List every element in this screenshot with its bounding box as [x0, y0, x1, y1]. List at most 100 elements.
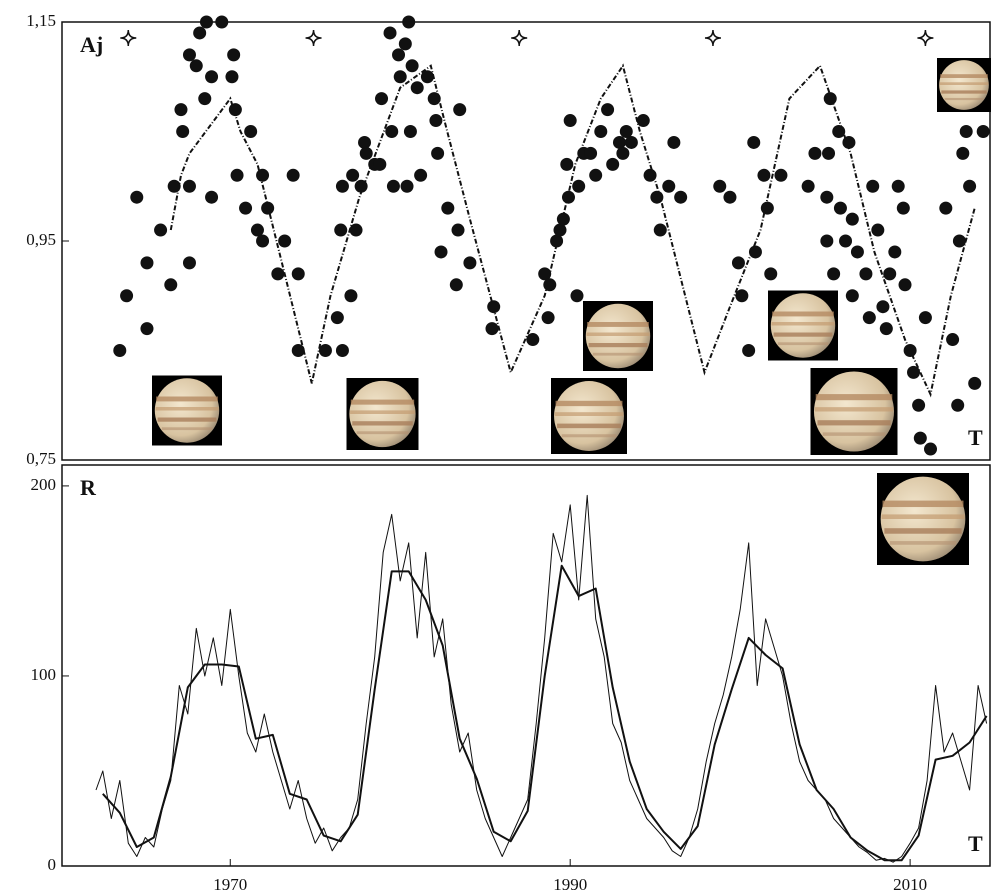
jupiter-image: [583, 301, 653, 371]
data-point: [400, 179, 414, 193]
data-point: [451, 223, 465, 237]
data-point: [952, 234, 966, 248]
data-point: [244, 125, 258, 138]
data-point: [167, 179, 181, 193]
data-point: [174, 103, 188, 117]
data-point: [278, 234, 292, 248]
data-point: [541, 311, 555, 325]
data-point: [924, 442, 938, 456]
data-point: [903, 344, 917, 357]
orbit-marker: [704, 29, 721, 47]
data-point: [553, 223, 567, 237]
data-point: [619, 125, 633, 138]
data-point: [291, 267, 305, 281]
data-point: [820, 234, 834, 248]
data-point: [560, 157, 574, 171]
data-point: [896, 201, 910, 215]
orbit-marker: [511, 29, 528, 47]
data-point: [403, 125, 417, 138]
data-point: [888, 245, 902, 259]
data-point: [570, 289, 584, 303]
data-point: [845, 289, 859, 303]
data-point: [414, 168, 428, 182]
y-axis-label: R: [80, 475, 97, 500]
data-point: [879, 322, 893, 336]
data-point: [193, 26, 207, 40]
y-tick-label: 200: [31, 475, 57, 494]
data-point: [820, 190, 834, 204]
data-point: [760, 201, 774, 215]
jupiter-image: [768, 290, 838, 361]
data-point: [561, 190, 575, 204]
data-point: [354, 179, 368, 193]
data-point: [842, 135, 856, 149]
data-point: [227, 48, 241, 62]
data-point: [176, 125, 190, 138]
data-point: [827, 267, 841, 281]
data-point: [205, 190, 219, 204]
data-point: [346, 168, 360, 182]
data-point: [225, 70, 239, 84]
data-point: [291, 344, 305, 357]
data-point: [205, 70, 219, 84]
data-point: [667, 135, 681, 149]
data-point: [286, 168, 300, 182]
y-tick-label: 1,15: [26, 11, 56, 30]
data-point: [434, 245, 448, 259]
y-tick-label: 0,95: [26, 230, 56, 249]
data-point: [845, 212, 859, 226]
data-point: [747, 135, 761, 149]
data-point: [427, 92, 441, 106]
data-point: [584, 146, 598, 160]
data-point: [373, 157, 387, 171]
data-point: [330, 311, 344, 325]
data-point: [968, 376, 982, 390]
jupiter-image: [346, 378, 419, 450]
data-point: [891, 179, 905, 193]
data-point: [918, 311, 932, 325]
orbit-marker: [917, 29, 934, 47]
data-point: [550, 234, 564, 248]
data-point: [650, 190, 664, 204]
data-point: [215, 15, 229, 29]
data-point: [140, 256, 154, 270]
data-point: [850, 245, 864, 259]
y-tick-label: 100: [31, 665, 57, 684]
data-point: [375, 92, 389, 106]
data-point: [199, 15, 213, 29]
data-point: [385, 125, 399, 138]
orbit-marker: [305, 29, 322, 47]
data-point: [538, 267, 552, 281]
data-point: [913, 431, 927, 445]
data-point: [859, 267, 873, 281]
data-point: [318, 344, 332, 357]
data-point: [801, 179, 815, 193]
data-point: [959, 125, 973, 138]
data-point: [871, 223, 885, 237]
y-tick-label: 0,75: [26, 449, 56, 468]
data-point: [485, 322, 499, 336]
data-point: [589, 168, 603, 182]
data-point: [653, 223, 667, 237]
data-point: [862, 311, 876, 325]
data-point: [393, 70, 407, 84]
data-point: [556, 212, 570, 226]
data-point: [271, 267, 285, 281]
data-point: [624, 135, 638, 149]
data-point: [359, 146, 373, 160]
data-point: [823, 92, 837, 106]
data-point: [616, 146, 630, 160]
data-point: [182, 256, 196, 270]
data-point: [822, 146, 836, 160]
data-point: [833, 201, 847, 215]
y-axis-label: Aj: [80, 32, 103, 57]
data-point: [239, 201, 253, 215]
data-point: [256, 168, 270, 182]
data-point: [344, 289, 358, 303]
data-point: [182, 179, 196, 193]
data-point: [907, 365, 921, 379]
data-point: [230, 168, 244, 182]
data-point: [735, 289, 749, 303]
